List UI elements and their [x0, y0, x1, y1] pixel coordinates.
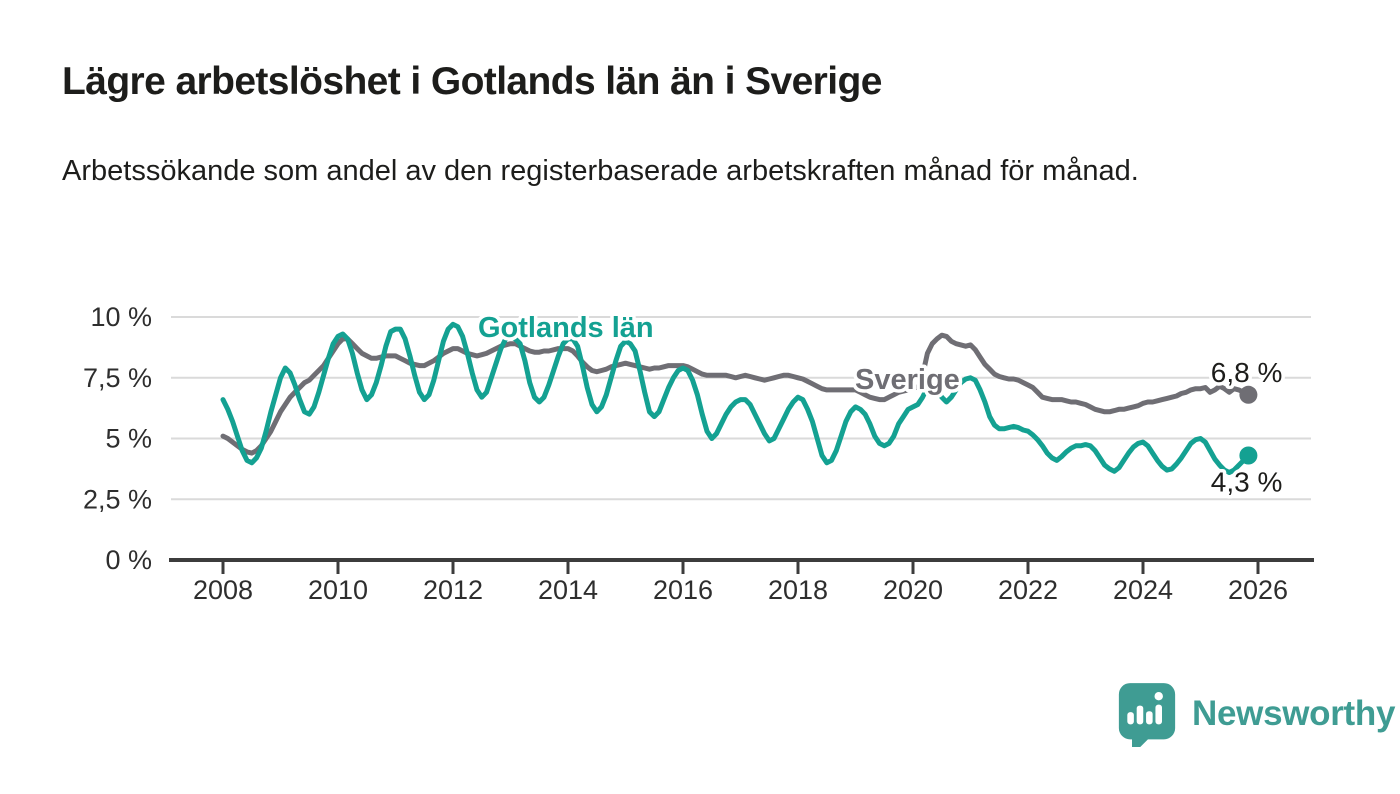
newsworthy-logo[interactable]: Newsworthy [1117, 682, 1396, 747]
series-end-dot-gotlands-l-n [1239, 446, 1258, 465]
x-axis-tick-label-2020: 2020 [883, 575, 943, 605]
x-axis-tick-label-2014: 2014 [538, 575, 598, 605]
x-axis-tick-label-2022: 2022 [998, 575, 1058, 605]
series-label-sverige: Sverige [855, 364, 960, 396]
x-axis-tick-label-2012: 2012 [423, 575, 483, 605]
series-label-gotlands-l-n: Gotlands län [478, 312, 654, 344]
x-axis-tick-label-2008: 2008 [193, 575, 253, 605]
y-axis-tick-label: 10 % [90, 302, 152, 332]
y-axis-tick-label: 5 % [105, 424, 152, 454]
x-axis-tick-label-2024: 2024 [1113, 575, 1173, 605]
y-axis-tick-label: 7,5 % [83, 363, 152, 393]
end-value-label-sverige: 6,8 % [1211, 357, 1283, 388]
y-axis-tick-label: 0 % [105, 545, 152, 575]
series-line-sverige [220, 332, 1251, 456]
x-axis-tick-label-2026: 2026 [1228, 575, 1288, 605]
newsworthy-wordmark: Newsworthy [1192, 694, 1396, 733]
end-value-label-gotlands-l-n: 4,3 % [1211, 467, 1283, 498]
x-axis-tick-label-2016: 2016 [653, 575, 713, 605]
x-axis-tick-label-2010: 2010 [308, 575, 368, 605]
x-axis-tick-label-2018: 2018 [768, 575, 828, 605]
page-title: Lägre arbetslöshet i Gotlands län än i S… [62, 60, 882, 103]
bar-chart-speech-bubble-icon [1118, 683, 1176, 747]
series-line-gotlands-l-n [220, 321, 1251, 475]
series-end-dot-sverige [1239, 385, 1258, 404]
chart-description: Arbetssökande som andel av den registerb… [62, 155, 1139, 187]
y-axis-tick-label: 2,5 % [83, 484, 152, 514]
